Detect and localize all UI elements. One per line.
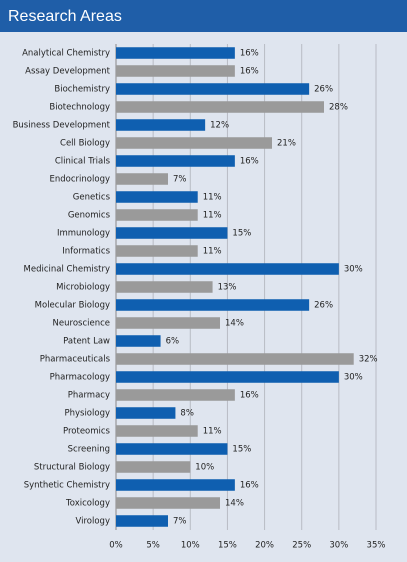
- y-tick-label: Virology: [76, 517, 111, 527]
- value-label: 32%: [359, 355, 378, 365]
- y-tick-label: Genetics: [73, 193, 111, 203]
- value-label: 11%: [203, 427, 222, 437]
- bar: [116, 497, 220, 509]
- y-tick-label: Assay Development: [25, 67, 111, 77]
- value-label: 7%: [173, 517, 187, 527]
- bar: [116, 461, 191, 473]
- value-label: 26%: [314, 301, 333, 311]
- x-tick-label: 25%: [292, 541, 311, 551]
- y-tick-label: Physiology: [64, 409, 110, 419]
- bar: [116, 47, 235, 59]
- value-label: 30%: [344, 373, 363, 383]
- y-tick-label: Informatics: [62, 247, 110, 257]
- x-tick-label: 30%: [329, 541, 348, 551]
- value-label: 8%: [180, 409, 194, 419]
- bar: [116, 335, 161, 347]
- bar: [116, 443, 228, 455]
- y-tick-label: Business Development: [13, 121, 111, 131]
- y-tick-label: Clinical Trials: [55, 157, 111, 167]
- value-label: 15%: [232, 229, 251, 239]
- value-label: 11%: [203, 211, 222, 221]
- bar: [116, 479, 235, 491]
- bar: [116, 299, 310, 311]
- value-label: 11%: [203, 247, 222, 257]
- y-tick-label: Pharmacology: [50, 373, 110, 383]
- value-label: 11%: [203, 193, 222, 203]
- value-label: 16%: [240, 157, 259, 167]
- value-label: 12%: [210, 121, 229, 131]
- value-label: 21%: [277, 139, 296, 149]
- x-tick-label: 20%: [255, 541, 274, 551]
- value-label: 16%: [240, 67, 259, 77]
- bar: [116, 245, 198, 257]
- bar: [116, 173, 168, 185]
- bar: [116, 155, 235, 167]
- chart-title: Research Areas: [8, 8, 122, 25]
- value-label: 15%: [232, 445, 251, 455]
- bar: [116, 209, 198, 221]
- y-tick-label: Toxicology: [65, 499, 110, 509]
- value-label: 16%: [240, 49, 259, 59]
- y-tick-label: Screening: [68, 445, 110, 455]
- y-tick-label: Pharmacy: [68, 391, 110, 401]
- y-tick-label: Biotechnology: [49, 103, 110, 113]
- y-tick-label: Biochemistry: [54, 85, 110, 95]
- bar: [116, 317, 220, 329]
- y-tick-label: Immunology: [57, 229, 110, 239]
- bar: [116, 227, 228, 239]
- bar: [116, 353, 354, 365]
- bar: [116, 407, 176, 419]
- bar: [116, 119, 206, 131]
- bar: [116, 371, 339, 383]
- bar: [116, 83, 310, 95]
- x-tick-label: 0%: [109, 541, 123, 551]
- x-tick-label: 5%: [146, 541, 160, 551]
- bar: [116, 281, 213, 293]
- y-tick-label: Neuroscience: [53, 319, 110, 329]
- value-label: 7%: [173, 175, 187, 185]
- value-label: 6%: [166, 337, 180, 347]
- y-tick-label: Synthetic Chemistry: [24, 481, 110, 491]
- value-label: 16%: [240, 391, 259, 401]
- bar: [116, 137, 272, 149]
- title-bar: [0, 0, 407, 32]
- bar: [116, 389, 235, 401]
- y-tick-label: Microbiology: [56, 283, 110, 293]
- value-label: 10%: [195, 463, 214, 473]
- y-tick-label: Cell Biology: [60, 139, 110, 149]
- bar: [116, 425, 198, 437]
- value-label: 14%: [225, 499, 244, 509]
- value-label: 30%: [344, 265, 363, 275]
- y-tick-label: Molecular Biology: [35, 301, 110, 311]
- x-tick-label: 10%: [181, 541, 200, 551]
- bar: [116, 515, 168, 527]
- value-label: 16%: [240, 481, 259, 491]
- value-label: 26%: [314, 85, 333, 95]
- bar: [116, 191, 198, 203]
- y-tick-label: Analytical Chemistry: [22, 49, 110, 59]
- y-tick-label: Endocrinology: [50, 175, 110, 185]
- y-tick-label: Pharmaceuticals: [40, 355, 111, 365]
- bar: [116, 101, 324, 113]
- value-label: 13%: [218, 283, 237, 293]
- y-tick-label: Structural Biology: [34, 463, 110, 473]
- y-tick-label: Patent Law: [63, 337, 110, 347]
- bar: [116, 65, 235, 77]
- y-tick-label: Proteomics: [63, 427, 111, 437]
- x-tick-label: 35%: [367, 541, 386, 551]
- value-label: 28%: [329, 103, 348, 113]
- x-tick-label: 15%: [218, 541, 237, 551]
- value-label: 14%: [225, 319, 244, 329]
- y-tick-label: Genomics: [68, 211, 111, 221]
- y-tick-label: Medicinal Chemistry: [24, 265, 111, 275]
- bar: [116, 263, 339, 275]
